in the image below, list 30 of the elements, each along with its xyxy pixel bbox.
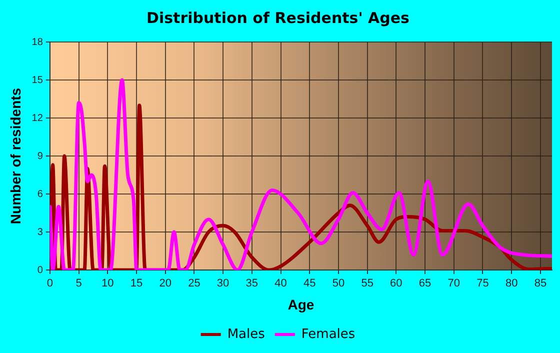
- x-tick-label: 25: [188, 278, 200, 290]
- x-tick-label: 50: [332, 278, 345, 290]
- y-tick-label: 0: [37, 264, 44, 276]
- legend-label: Males: [227, 326, 266, 342]
- y-tick-label: 9: [37, 150, 44, 162]
- x-tick-label: 60: [390, 278, 402, 290]
- x-tick-label: 20: [159, 278, 172, 290]
- x-tick-label: 35: [246, 278, 258, 290]
- legend-label: Females: [301, 326, 356, 342]
- x-tick-label: 0: [46, 278, 53, 290]
- x-tick-label: 5: [76, 278, 82, 290]
- x-tick-label: 30: [216, 278, 230, 290]
- y-tick-label: 12: [32, 112, 44, 124]
- y-tick-label: 6: [37, 188, 44, 200]
- x-axis-title: Age: [288, 296, 314, 312]
- x-tick-label: 75: [476, 278, 489, 290]
- chart-title: Distribution of Residents' Ages: [146, 8, 410, 27]
- x-tick-label: 10: [102, 278, 114, 290]
- x-tick-label: 85: [534, 278, 547, 290]
- x-tick-label: 55: [361, 278, 374, 290]
- x-tick-label: 70: [448, 278, 460, 290]
- x-tick-label: 40: [274, 278, 287, 290]
- x-tick-label: 15: [130, 278, 143, 290]
- x-tick-label: 45: [303, 278, 316, 290]
- y-axis-title: Number of residents: [7, 88, 24, 224]
- y-tick-label: 3: [37, 226, 44, 238]
- y-tick-label: 15: [32, 74, 44, 86]
- y-tick-label: 18: [32, 36, 44, 48]
- x-tick-label: 65: [418, 278, 432, 290]
- x-tick-label: 80: [505, 278, 518, 290]
